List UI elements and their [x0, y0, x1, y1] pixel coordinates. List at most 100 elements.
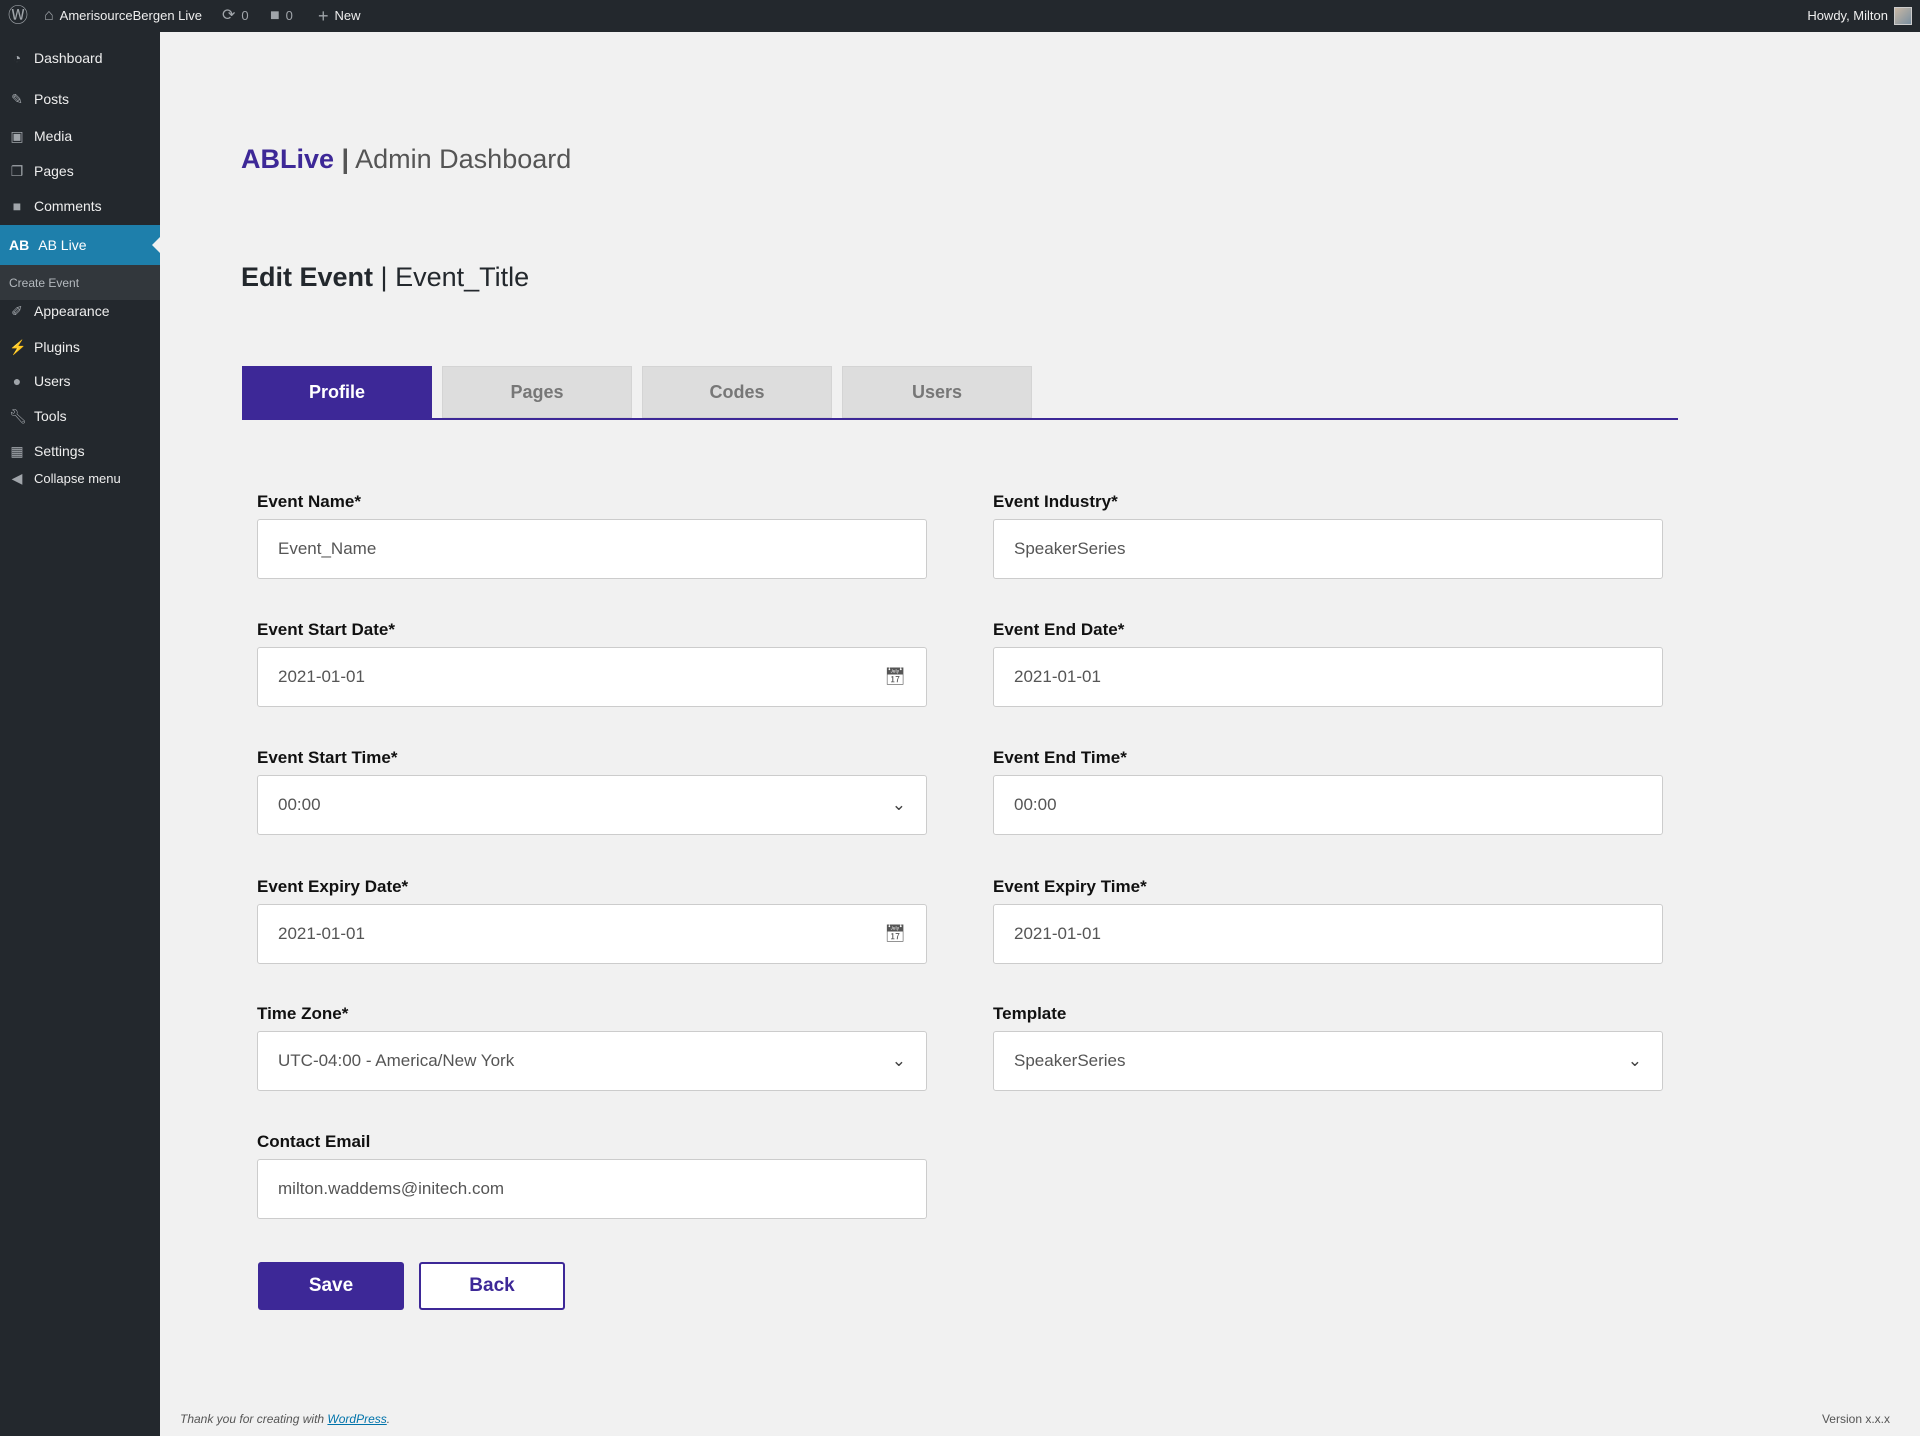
sidebar-item-users[interactable]: ● Users [0, 369, 160, 393]
updates-count: 0 [241, 8, 249, 23]
sidebar-item-label: Media [34, 128, 73, 144]
sidebar-subitem-create-event[interactable]: Create Event [0, 265, 160, 300]
tab-profile[interactable]: Profile [242, 366, 432, 418]
tab-codes[interactable]: Codes [642, 366, 832, 418]
expiry-time-input[interactable]: 2021-01-01 [993, 904, 1663, 964]
new-link[interactable]: + New [318, 0, 361, 32]
plugin-icon: ⚡ [9, 338, 27, 355]
refresh-icon: ⟳ [222, 7, 236, 24]
field-label: Event Start Time* [257, 748, 398, 767]
wordpress-logo-icon[interactable]: Ⓦ [8, 5, 28, 27]
page-title-text: Edit Event [241, 262, 374, 292]
media-icon: ▣ [10, 127, 24, 144]
tab-bar: Profile Pages Codes Users [242, 366, 1678, 420]
input-value: milton.waddems@initech.com [278, 1179, 505, 1198]
account-menu[interactable]: Howdy, Milton [1807, 0, 1912, 32]
start-date-field: Event Start Date* 2021-01-01 📅︎ [257, 620, 927, 707]
site-name: AmerisourceBergen Live [59, 8, 203, 23]
collapse-menu-button[interactable]: ◀ Collapse menu [0, 466, 160, 490]
sidebar-item-label: Pages [34, 163, 74, 179]
input-value: 00:00 [278, 795, 321, 814]
field-label: Contact Email [257, 1132, 371, 1151]
wordpress-link[interactable]: WordPress [327, 1412, 387, 1426]
event-name-field: Event Name* Event_Name [257, 492, 927, 579]
separator: | [341, 144, 350, 174]
event-industry-input[interactable]: SpeakerSeries [993, 519, 1663, 579]
event-name-input[interactable]: Event_Name [257, 519, 927, 579]
dashboard-icon: ◔ [12, 50, 22, 66]
sidebar-item-media[interactable]: ▣ Media [0, 124, 160, 148]
tab-users[interactable]: Users [842, 366, 1032, 418]
input-value: 2021-01-01 [1014, 667, 1101, 686]
template-field: Template SpeakerSeries ⌄ [993, 1004, 1663, 1091]
calendar-icon[interactable]: 📅︎ [884, 924, 906, 943]
ab-logo-icon: AB [9, 237, 30, 253]
expiry-date-input[interactable]: 2021-01-01 📅︎ [257, 904, 927, 964]
field-label: Time Zone* [257, 1004, 349, 1023]
save-button[interactable]: Save [258, 1262, 404, 1310]
sidebar-item-posts[interactable]: ✎ Posts [0, 87, 160, 111]
settings-icon: ▦ [10, 442, 24, 459]
template-select[interactable]: SpeakerSeries ⌄ [993, 1031, 1663, 1091]
chevron-down-icon: ⌄ [1627, 1051, 1642, 1070]
sidebar-item-label: Comments [34, 198, 102, 214]
start-date-input[interactable]: 2021-01-01 📅︎ [257, 647, 927, 707]
sidebar-item-appearance[interactable]: ✐ Appearance [0, 299, 160, 323]
sidebar-item-label: Posts [34, 91, 70, 107]
field-label: Event End Time* [993, 748, 1127, 767]
sidebar-item-label: Create Event [9, 275, 80, 290]
end-date-field: Event End Date* 2021-01-01 [993, 620, 1663, 707]
sidebar-item-label: Settings [34, 443, 85, 459]
sidebar-item-plugins[interactable]: ⚡ Plugins [0, 335, 160, 359]
brand-name: ABLive [241, 144, 335, 174]
version-text: Version x.x.x [1821, 1412, 1890, 1426]
start-time-select[interactable]: 00:00 ⌄ [257, 775, 927, 835]
comments-link[interactable]: ■ 0 [270, 0, 293, 32]
sidebar-item-label: Users [34, 373, 71, 389]
comment-icon: ■ [270, 7, 280, 24]
comments-count: 0 [285, 8, 293, 23]
back-button[interactable]: Back [419, 1262, 565, 1310]
calendar-icon[interactable]: 📅︎ [884, 667, 906, 686]
sidebar-item-dashboard[interactable]: ◔ Dashboard [0, 46, 160, 70]
collapse-icon: ◀ [11, 469, 23, 486]
pushpin-icon: ✎ [11, 90, 23, 107]
event-industry-field: Event Industry* SpeakerSeries [993, 492, 1663, 579]
sidebar-item-label: AB Live [38, 237, 87, 253]
chevron-down-icon: ⌄ [891, 1051, 906, 1070]
end-time-input[interactable]: 00:00 [993, 775, 1663, 835]
updates-link[interactable]: ⟳ 0 [222, 0, 249, 32]
contact-email-input[interactable]: milton.waddems@initech.com [257, 1159, 927, 1219]
pages-icon: ❐ [10, 162, 24, 179]
input-value: SpeakerSeries [1014, 1051, 1126, 1070]
input-value: 2021-01-01 [278, 667, 365, 686]
expiry-time-field: Event Expiry Time* 2021-01-01 [993, 877, 1663, 964]
sidebar-item-settings[interactable]: ▦ Settings [0, 439, 160, 463]
input-value: UTC-04:00 - America/New York [278, 1051, 515, 1070]
admin-sidebar: ◔ Dashboard ✎ Posts ▣ Media ❐ Pages ■ Comment… [0, 32, 160, 1436]
tab-pages[interactable]: Pages [442, 366, 632, 418]
sidebar-item-pages[interactable]: ❐ Pages [0, 159, 160, 183]
separator: | [380, 262, 388, 292]
site-name-link[interactable]: ⌂ AmerisourceBergen Live [44, 0, 202, 32]
user-icon: ● [12, 373, 22, 389]
time-zone-select[interactable]: UTC-04:00 - America/New York ⌄ [257, 1031, 927, 1091]
end-date-input[interactable]: 2021-01-01 [993, 647, 1663, 707]
greeting: Howdy, Milton [1807, 8, 1888, 23]
footer-credit: Thank you for creating with WordPress. [180, 1412, 390, 1426]
field-label: Event Start Date* [257, 620, 395, 639]
sidebar-item-ab-live[interactable]: AB AB Live [0, 225, 160, 265]
paintbrush-icon: ✐ [11, 302, 23, 319]
sidebar-item-comments[interactable]: ■ Comments [0, 194, 160, 218]
page-title: Edit Event | Event_Title [241, 262, 529, 293]
input-value: 00:00 [1014, 795, 1057, 814]
expiry-date-field: Event Expiry Date* 2021-01-01 📅︎ [257, 877, 927, 964]
field-label: Event Expiry Time* [993, 877, 1147, 896]
chevron-down-icon: ⌄ [891, 795, 906, 814]
sidebar-item-tools[interactable]: 🔧︎ Tools [0, 404, 160, 428]
start-time-field: Event Start Time* 00:00 ⌄ [257, 748, 927, 835]
avatar [1894, 7, 1912, 25]
input-value: 2021-01-01 [1014, 924, 1101, 943]
input-value: Event_Name [278, 539, 377, 558]
plus-icon: + [318, 6, 329, 26]
